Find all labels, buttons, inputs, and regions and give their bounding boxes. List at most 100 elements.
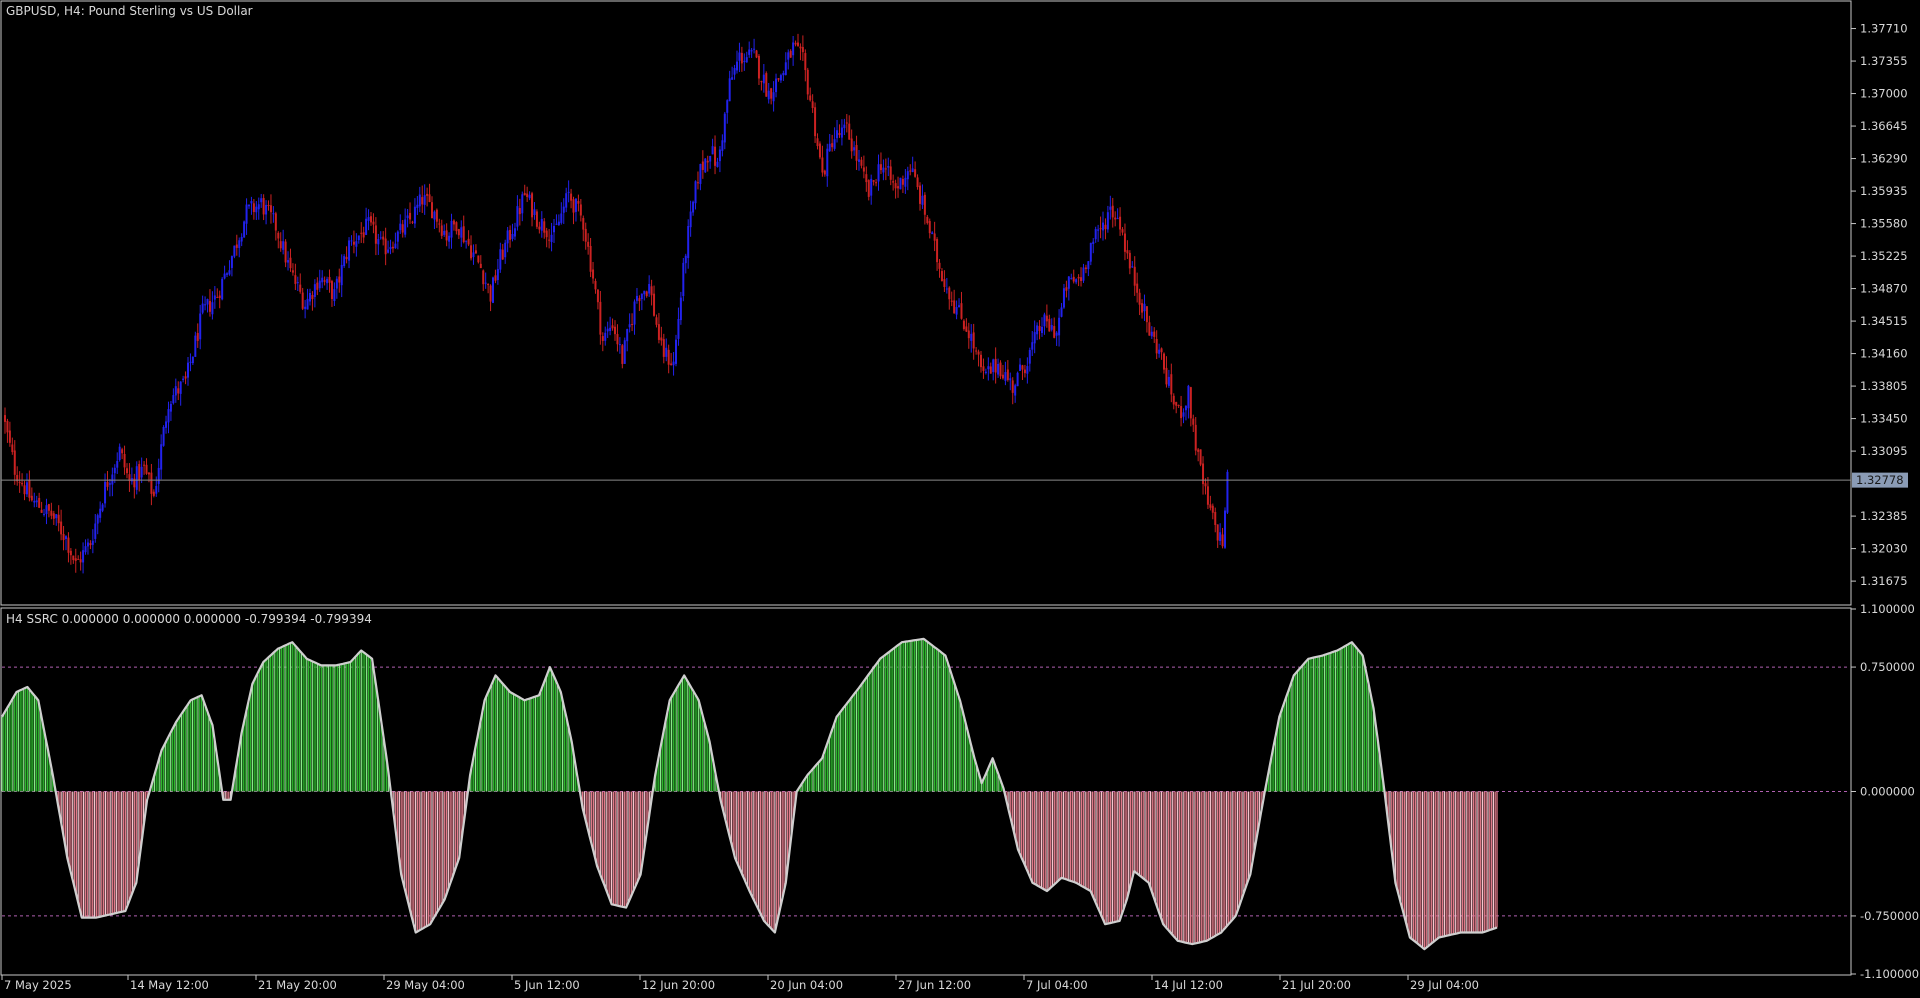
bull-candle <box>553 225 555 233</box>
bull-candle <box>1009 378 1012 381</box>
bull-candle <box>304 306 307 309</box>
bull-candle <box>633 301 636 325</box>
bull-candle <box>606 328 609 332</box>
bear-candle <box>455 222 458 232</box>
bull-candle <box>365 218 368 235</box>
bear-candle <box>147 472 150 475</box>
bear-candle <box>611 325 614 329</box>
bull-candle <box>257 204 260 210</box>
bull-candle <box>189 361 192 363</box>
bull-candle <box>413 206 416 224</box>
price-tick-label: 1.34870 <box>1860 282 1908 296</box>
bear-candle <box>474 250 477 254</box>
bull-candle <box>623 340 626 364</box>
bear-candle <box>653 293 656 316</box>
price-tick-label: 1.31675 <box>1860 574 1908 588</box>
bull-candle <box>904 177 907 187</box>
bull-candle <box>96 515 99 524</box>
bear-candle <box>1072 276 1075 282</box>
bull-candle <box>528 194 531 199</box>
bear-candle <box>291 270 294 273</box>
bear-candle <box>811 101 814 108</box>
bull-candle <box>448 235 451 242</box>
bear-candle <box>1006 369 1009 381</box>
price-tick-label: 1.37355 <box>1860 54 1908 68</box>
time-tick-label: 21 May 20:00 <box>258 978 337 992</box>
bull-candle <box>179 381 182 394</box>
bear-candle <box>823 170 826 175</box>
bear-candle <box>1128 252 1131 269</box>
candles-group <box>4 33 1229 574</box>
bull-candle <box>1036 325 1039 335</box>
bull-candle <box>843 124 846 129</box>
bear-candle <box>850 138 853 152</box>
price-pane[interactable]: 1.37710 1.37355 1.37000 1.36645 1.36290 1.359… <box>0 0 1908 606</box>
bear-candle <box>1099 228 1102 230</box>
bull-candle <box>721 140 724 151</box>
bull-candle <box>1033 332 1036 344</box>
bear-candle <box>1114 217 1117 220</box>
bull-candle <box>221 278 224 300</box>
bull-candle <box>350 240 353 242</box>
bear-candle <box>330 281 333 300</box>
bear-candle <box>1216 524 1219 541</box>
bear-candle <box>126 468 128 474</box>
bear-candle <box>579 204 582 216</box>
bull-candle <box>343 256 346 267</box>
bear-candle <box>72 555 75 561</box>
bull-candle <box>992 359 995 373</box>
bull-candle <box>1187 385 1190 409</box>
bear-candle <box>128 474 131 481</box>
bull-candle <box>443 230 446 235</box>
bull-candle <box>635 295 638 301</box>
bull-candle <box>628 324 631 328</box>
bear-candle <box>360 232 363 234</box>
bull-candle <box>240 236 243 242</box>
bull-candle <box>748 49 751 55</box>
bear-candle <box>1202 463 1205 485</box>
bull-candle <box>433 211 436 220</box>
bear-candle <box>950 300 953 302</box>
indicator-pane[interactable]: 1.100000 0.750000 0.000000 -0.750000 -1.1000… <box>0 602 1919 981</box>
bear-candle <box>252 203 255 213</box>
bear-candle <box>1021 365 1024 370</box>
bear-candle <box>706 160 709 163</box>
bull-candle <box>899 177 902 190</box>
bear-candle <box>631 324 634 326</box>
bear-candle <box>60 521 63 535</box>
bear-candle <box>457 229 460 236</box>
bear-candle <box>972 332 975 349</box>
bear-candle <box>789 50 792 58</box>
bear-candle <box>208 300 211 312</box>
bull-candle <box>782 72 785 76</box>
bear-candle <box>962 320 965 330</box>
bear-candle <box>838 132 841 136</box>
bear-candle <box>884 168 887 170</box>
bear-candle <box>621 345 624 364</box>
bear-candle <box>269 205 272 213</box>
bear-candle <box>960 303 963 319</box>
bear-candle <box>940 271 943 281</box>
bull-candle <box>574 198 577 212</box>
bull-candle <box>984 371 987 374</box>
time-tick-label: 5 Jun 12:00 <box>514 978 580 992</box>
bull-candle <box>104 481 107 504</box>
bear-candle <box>975 350 978 352</box>
bull-candle <box>779 75 782 81</box>
bull-candle <box>248 204 250 207</box>
bull-candle <box>321 277 324 283</box>
price-tick-label: 1.35225 <box>1860 249 1908 263</box>
bull-candle <box>858 159 860 162</box>
bear-candle <box>74 558 77 561</box>
bear-candle <box>462 226 465 243</box>
bull-candle <box>618 344 621 346</box>
bull-candle <box>111 474 114 485</box>
bear-candle <box>989 366 992 374</box>
bear-candle <box>467 238 470 245</box>
bear-candle <box>577 201 580 204</box>
bear-candle <box>328 277 331 283</box>
bear-candle <box>909 170 912 172</box>
bear-candle <box>445 230 448 241</box>
bull-candle <box>906 171 909 180</box>
